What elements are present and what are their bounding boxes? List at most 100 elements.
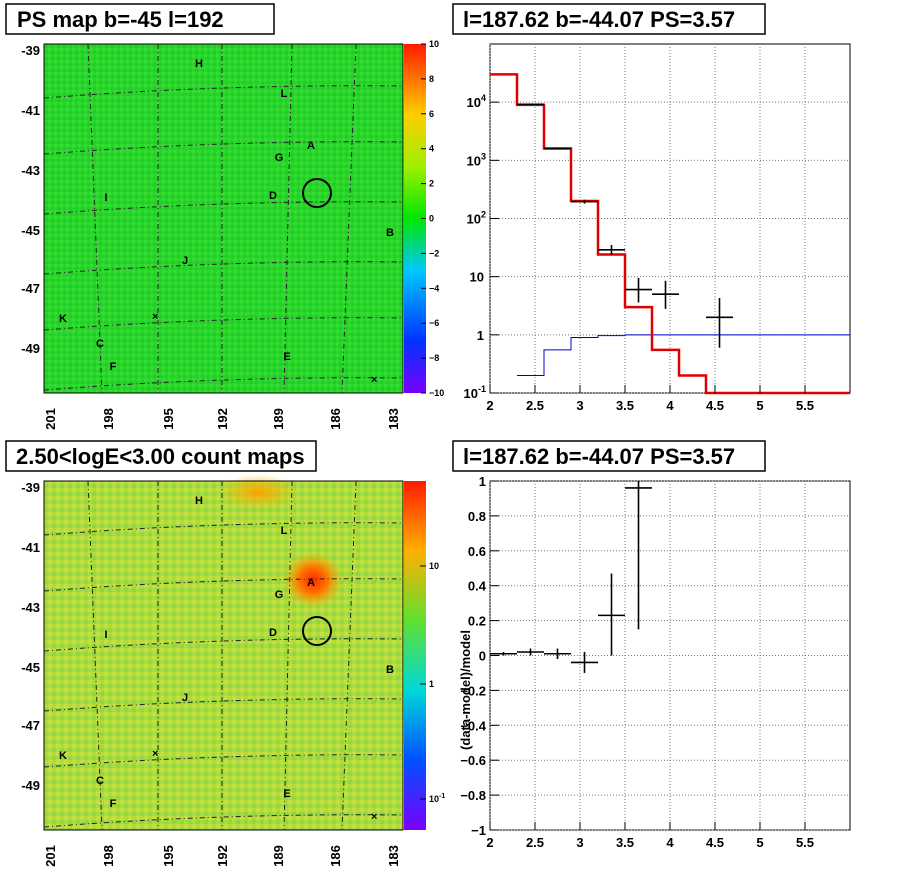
x-tick-label: 4 <box>666 835 674 850</box>
x-tick-label: 2.5 <box>526 835 544 850</box>
residual-point <box>571 652 598 673</box>
source-label-l: L <box>281 88 288 100</box>
title-box-tl: PS map b=-45 l=192 <box>5 3 275 35</box>
source-label-i: I <box>104 192 107 204</box>
source-label-c: C <box>96 775 104 787</box>
map-x-tick-label: 198 <box>101 408 116 430</box>
map-y-tick-label: -39 <box>21 43 40 58</box>
panel-title-br: l=187.62 b=-44.07 PS=3.57 <box>463 444 735 469</box>
source-label-b: B <box>386 227 394 239</box>
longitude-line <box>283 43 293 394</box>
residual-point <box>517 648 544 656</box>
ps-map-colorbar <box>404 44 426 393</box>
map-y-tick-label: -41 <box>21 103 40 118</box>
count-map-heatmap <box>44 481 403 830</box>
map-y-tick-label: -47 <box>21 281 40 296</box>
ps-map-source-circle <box>302 178 332 208</box>
map-x-tick-label: 189 <box>271 408 286 430</box>
data-point <box>517 103 544 106</box>
count-map-cross-1: × <box>152 748 158 760</box>
colorbar-tick-label: 6 <box>429 109 434 119</box>
longitude-line <box>341 43 357 394</box>
y-tick-label: 10-1 <box>464 384 486 401</box>
residual-y-axis-label: (data-model)/model <box>458 630 473 750</box>
map-y-tick-label: -49 <box>21 341 40 356</box>
source-label-f: F <box>110 798 117 810</box>
source-label-e: E <box>283 351 290 363</box>
spectrum-panel: 2 2.5 3 3.5 4 4.5 5 5.5 10-1 1 10 102 103 104 <box>464 43 851 413</box>
residual-point <box>598 573 625 656</box>
x-tick-label: 3 <box>576 835 583 850</box>
colorbar-tick-label: 2 <box>429 179 434 189</box>
colorbar-tick-label: 10-1 <box>429 793 445 804</box>
title-box-br: l=187.62 b=-44.07 PS=3.57 <box>452 440 766 472</box>
x-tick-label: 5.5 <box>796 835 814 850</box>
ps-map-y-ticks: -39 -41 -43 -45 -47 -49 <box>21 43 40 356</box>
title-box-tr: l=187.62 b=-44.07 PS=3.57 <box>452 3 766 35</box>
y-tick-label: 0.4 <box>468 579 487 594</box>
ps-map-source-labels: H L A G D I B J K CF E <box>59 58 394 373</box>
map-x-tick-label: 183 <box>386 845 401 867</box>
count-map-hot-region <box>218 474 298 510</box>
count-map-cross-2: × <box>371 811 377 823</box>
spectrum-x-ticks: 2 2.5 3 3.5 4 4.5 5 5.5 <box>486 385 814 413</box>
map-x-tick-label: 186 <box>328 845 343 867</box>
colorbar-tick-label: 4 <box>429 144 434 154</box>
residual-y-ticks: 1 0.8 0.6 0.4 0.2 0 −0.2 −0.4 −0.6 −0.8 −1 <box>460 474 499 838</box>
x-tick-label: 2 <box>486 398 493 413</box>
residual-point <box>544 648 571 659</box>
data-point <box>598 245 625 255</box>
y-tick-label: 1 <box>477 328 484 343</box>
x-tick-label: 4 <box>666 398 674 413</box>
y-tick-label: −0.2 <box>460 683 486 698</box>
colorbar-tick-label: 10 <box>429 561 439 571</box>
colorbar-tick-label: −8 <box>429 353 439 363</box>
source-label-i: I <box>104 629 107 641</box>
x-tick-label: 3.5 <box>616 398 634 413</box>
data-point <box>571 199 598 204</box>
x-tick-label: 4.5 <box>706 835 724 850</box>
ps-map-coordinate-grid <box>43 43 404 394</box>
ps-map-x-ticks: 201 198 195 192 189 186 183 <box>43 408 401 430</box>
map-x-tick-label: 198 <box>101 845 116 867</box>
count-map-y-ticks: -39 -41 -43 -45 -47 -49 <box>21 480 40 793</box>
residual-panel: 2 2.5 3 3.5 4 4.5 5 5.5 1 0.8 0.6 0.4 0.2 0 −0.2 −0.4 −… <box>458 474 851 850</box>
map-y-tick-label: -43 <box>21 163 40 178</box>
count-map-coordinate-grid <box>43 480 404 831</box>
data-point <box>652 280 679 309</box>
ps-map-colorbar-ticks: 10 8 6 4 2 0 −2 −4 −6 −8 −10 <box>421 39 444 398</box>
map-x-tick-label: 201 <box>43 845 58 867</box>
longitude-line <box>87 43 103 394</box>
map-y-tick-label: -41 <box>21 540 40 555</box>
y-tick-label: 104 <box>467 93 486 110</box>
longitude-line <box>87 480 103 831</box>
colorbar-tick-label: −6 <box>429 318 439 328</box>
x-tick-label: 5 <box>756 398 763 413</box>
ps-map-heatmap <box>44 44 403 393</box>
map-y-tick-label: -49 <box>21 778 40 793</box>
source-label-d: D <box>269 190 277 202</box>
source-label-d: D <box>269 627 277 639</box>
colorbar-tick-label: 8 <box>429 74 434 84</box>
source-label-g: G <box>275 152 284 164</box>
colorbar-tick-label: 10 <box>429 39 439 49</box>
map-x-tick-label: 189 <box>271 845 286 867</box>
residual-data-points <box>490 481 652 673</box>
x-tick-label: 5.5 <box>796 398 814 413</box>
data-point <box>625 277 652 303</box>
source-label-h: H <box>195 495 203 507</box>
source-label-j: J <box>182 692 188 704</box>
source-label-l: L <box>281 525 288 537</box>
source-label-a: A <box>307 140 315 152</box>
count-map-x-ticks: 201 198 195 192 189 186 183 <box>43 845 401 867</box>
y-tick-label: 102 <box>467 210 486 227</box>
map-x-tick-label: 192 <box>215 845 230 867</box>
source-label-j: J <box>182 255 188 267</box>
map-y-tick-label: -45 <box>21 660 40 675</box>
panel-title-tl: PS map b=-45 l=192 <box>17 7 224 32</box>
map-x-tick-label: 183 <box>386 408 401 430</box>
map-y-tick-label: -47 <box>21 718 40 733</box>
y-tick-label: −0.6 <box>460 753 486 768</box>
x-tick-label: 3 <box>576 398 583 413</box>
